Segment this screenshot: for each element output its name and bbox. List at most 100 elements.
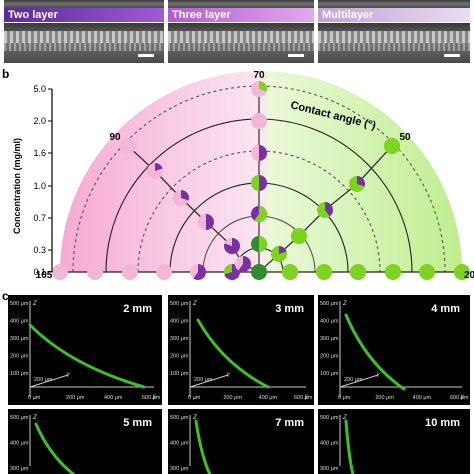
left-track-pie-slice [181, 190, 190, 201]
z-tick-label: 300 μm [170, 466, 189, 472]
semicircle-background [60, 71, 462, 272]
z-tick-label: 200 μm [170, 354, 189, 360]
left-track-pie-slice [206, 214, 214, 230]
x-axis-label: X [459, 395, 465, 401]
right-track-pie-slice [383, 138, 400, 154]
trajectory-plot: Z 500 μm 400 μm 300 μm 7 mm [168, 409, 314, 474]
z-tick-label: 500 μm [170, 415, 189, 421]
center-pie [251, 113, 267, 129]
z-tick-label: 400 μm [170, 441, 189, 447]
strip-header-three-layer: Three layer [168, 8, 314, 22]
baseline-pie [251, 264, 267, 280]
left-track-pie-slice [238, 256, 251, 272]
micrograph-two-layer [4, 23, 164, 63]
baseline-pie [454, 264, 470, 280]
distance-label: 2 mm [123, 303, 152, 315]
distance-label: 7 mm [275, 417, 304, 429]
y-axis [29, 374, 69, 388]
y-axis-label: Y [66, 373, 71, 379]
y-tick-label: 1.6 [33, 148, 46, 158]
micrograph-top-middle [168, 0, 314, 8]
x-tick-label: 0 μm [188, 395, 201, 401]
y-axis [189, 374, 229, 388]
x-axis-label: X [303, 395, 309, 401]
strip-header-multilayer: Multilayer [318, 8, 470, 22]
distance-label: 3 mm [275, 303, 304, 315]
trajectory-plot: 0 μm 200 μm 400 μm 600 μm X 200 μm Y Z 500 μm 400… [168, 295, 314, 405]
right-track-pie-slice [325, 202, 333, 217]
z-axis-label: Z [342, 415, 347, 421]
trajectory-plot: Z 500 μm 400 μm 300 μm 5 mm [8, 409, 162, 474]
micrograph-multilayer [318, 23, 470, 63]
y-axis-label: Concentration (mg/ml) [12, 138, 22, 234]
z-tick-label: 300 μm [10, 466, 29, 472]
center-pie-slice [259, 175, 267, 191]
angle-label-70: 70 [253, 70, 265, 81]
concentration-arc [72, 85, 446, 273]
center-pie-slice [259, 236, 267, 252]
z-tick-label: 400 μm [320, 441, 339, 447]
fiber-trajectory [196, 318, 270, 389]
z-tick-label: 100 μm [170, 371, 189, 377]
z-tick-label: 400 μm [170, 319, 189, 325]
center-pie-slice [259, 145, 267, 161]
right-track-pie-slice [279, 246, 287, 254]
y-tick-label: 200 μm [194, 377, 213, 383]
distance-label: 10 mm [425, 417, 460, 429]
baseline-pie-slice [282, 264, 298, 280]
fiber-trajectory [34, 422, 76, 474]
x-tick-label: 0 μm [338, 395, 351, 401]
y-tick-label: 200 μm [344, 377, 363, 383]
x-tick-label: 0 μm [28, 395, 41, 401]
x-tick-label: 200 μm [223, 395, 242, 401]
trajectory-plot: 0 μm 200 μm 400 μm 600 μm X 200 μm Y Z 500 μm 400… [8, 295, 162, 405]
right-track-pie-slice [357, 176, 365, 187]
z-axis-label: Z [32, 301, 37, 307]
center-pie-slice [254, 206, 267, 222]
x-tick-label: 200 μm [375, 395, 394, 401]
angle-label-50: 50 [399, 132, 411, 143]
z-tick-label: 500 μm [320, 301, 339, 307]
x-tick-label: 600 μm [142, 395, 161, 401]
x-tick-label: 400 μm [104, 395, 123, 401]
x-tick-label: 400 μm [259, 395, 278, 401]
y-tick-label: 2.0 [33, 116, 46, 126]
baseline-pie-slice [385, 264, 401, 280]
z-axis-label: Z [342, 301, 347, 307]
z-tick-label: 500 μm [10, 415, 29, 421]
z-tick-label: 500 μm [10, 301, 29, 307]
left-track-pie-slice [155, 163, 163, 171]
micrograph-top-left [4, 0, 164, 8]
left-track-pie-slice [223, 238, 240, 254]
trajectory-plot: Z 500 μm 400 μm 300 μm 10 mm [318, 409, 470, 474]
y-axis-label: Y [226, 373, 231, 379]
baseline-pie-slice [349, 264, 366, 280]
z-tick-label: 500 μm [170, 301, 189, 307]
scale-bar [288, 54, 304, 57]
z-tick-label: 100 μm [320, 371, 339, 377]
y-axis-label: Y [376, 373, 381, 379]
z-tick-label: 300 μm [320, 466, 339, 472]
angle-label-20: 20 [464, 270, 474, 281]
scale-bar [138, 54, 154, 57]
micrograph-top-right [318, 0, 470, 8]
strip-header-two-layer: Two layer [4, 8, 164, 22]
baseline-pie [87, 264, 103, 280]
x-axis-label: X [151, 395, 157, 401]
z-tick-label: 200 μm [320, 354, 339, 360]
z-tick-label: 200 μm [10, 354, 29, 360]
x-tick-label: 600 μm [294, 395, 313, 401]
x-tick-label: 600 μm [450, 395, 469, 401]
baseline-pie-slice [316, 264, 332, 280]
z-tick-label: 100 μm [10, 371, 29, 377]
right-track-pie-slice [291, 228, 307, 244]
y-tick-label: 0.7 [33, 213, 46, 223]
scale-bar [444, 54, 460, 57]
distance-label: 4 mm [431, 303, 460, 315]
